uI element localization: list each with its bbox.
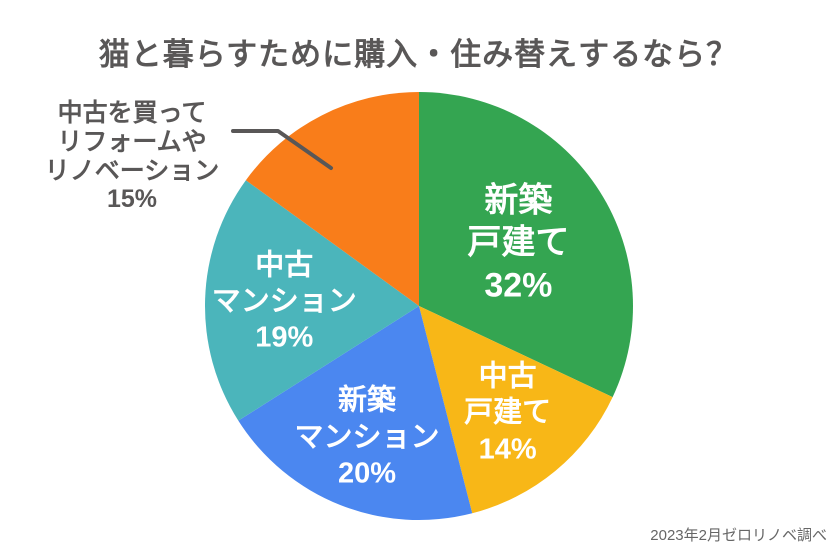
pie-slice-2 bbox=[419, 306, 613, 514]
source-caption: 2023年2月ゼロリノベ調べ bbox=[650, 527, 827, 544]
leader-line bbox=[231, 129, 333, 170]
annotation-percent: 15% bbox=[106, 185, 158, 214]
annotation-renovation: 中古を買って リフォームや リノベーション 15% bbox=[36, 99, 228, 214]
pie-slice-1 bbox=[419, 92, 633, 398]
annotation-line: リノベーション bbox=[44, 156, 220, 185]
pie-slice-5 bbox=[245, 92, 419, 306]
pie-slices bbox=[204, 92, 633, 521]
pie-slice-3 bbox=[238, 306, 473, 521]
annotation-line: 中古を買って bbox=[57, 99, 207, 127]
chart-title: 猫と暮らすために購入・住み替えするなら？ bbox=[98, 37, 739, 72]
pie-slice-4 bbox=[204, 180, 419, 421]
annotation-line: リフォームや bbox=[57, 127, 207, 156]
